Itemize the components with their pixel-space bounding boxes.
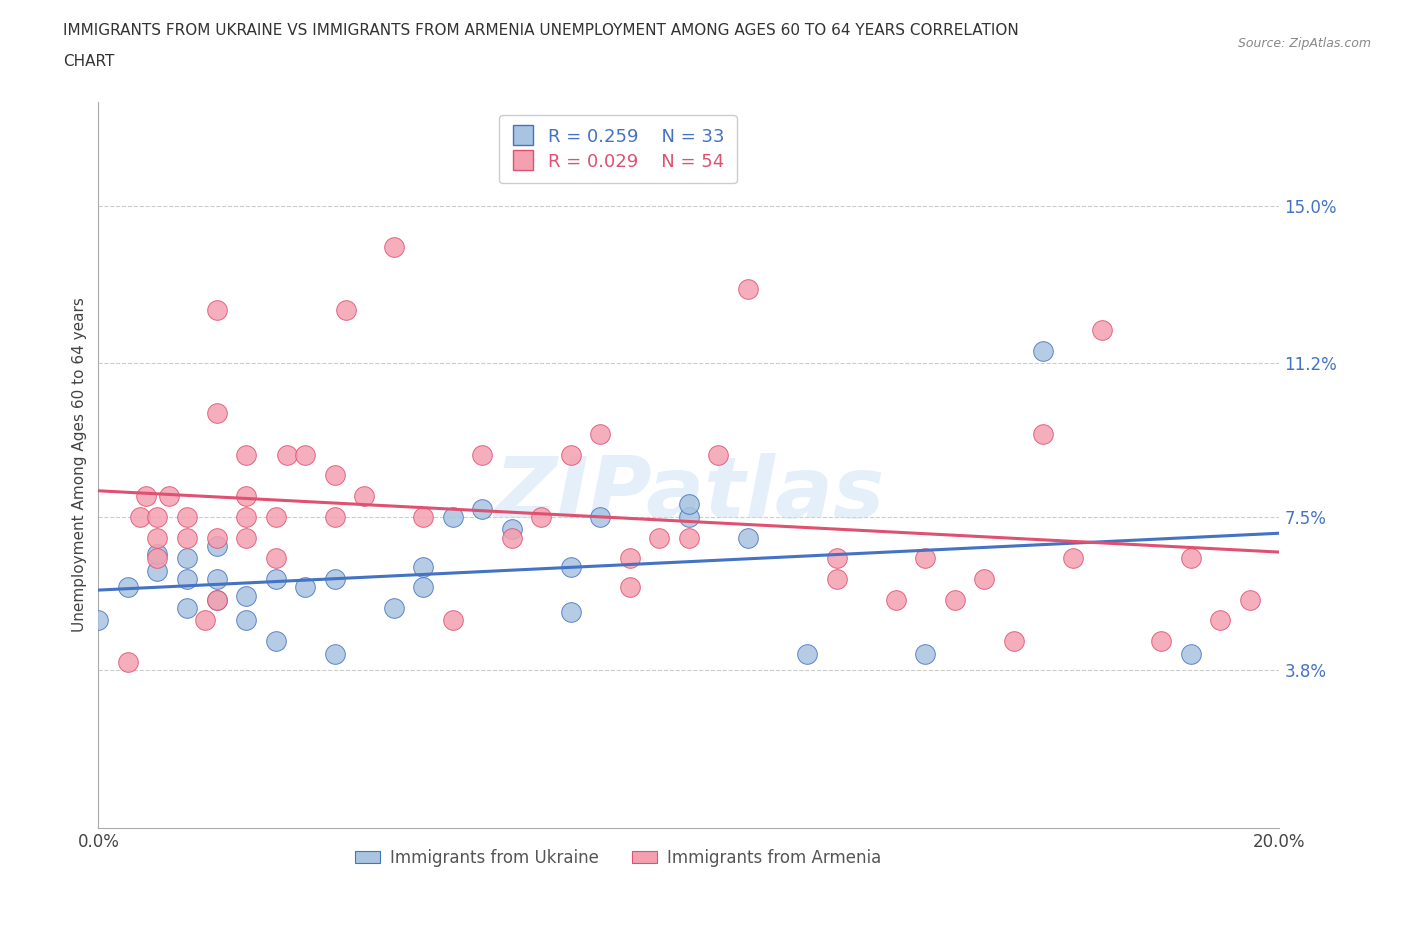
Point xyxy=(737,282,759,297)
Point xyxy=(87,613,110,628)
Point xyxy=(276,447,298,462)
Point xyxy=(796,646,818,661)
Legend: Immigrants from Ukraine, Immigrants from Armenia: Immigrants from Ukraine, Immigrants from… xyxy=(349,843,889,874)
Point xyxy=(1032,343,1054,358)
Point xyxy=(914,551,936,565)
Point xyxy=(323,572,346,587)
Point xyxy=(264,551,287,565)
Point xyxy=(1209,613,1232,628)
Point xyxy=(471,447,494,462)
Point xyxy=(1032,427,1054,442)
Point xyxy=(205,572,228,587)
Point xyxy=(1180,646,1202,661)
Text: ZIPatlas: ZIPatlas xyxy=(494,453,884,536)
Point xyxy=(117,655,139,670)
Point xyxy=(205,538,228,553)
Point xyxy=(235,510,257,525)
Point xyxy=(589,510,612,525)
Point xyxy=(707,447,730,462)
Point xyxy=(205,302,228,317)
Point xyxy=(589,427,612,442)
Point xyxy=(176,551,198,565)
Point xyxy=(412,559,434,574)
Point xyxy=(412,510,434,525)
Point xyxy=(825,551,848,565)
Point xyxy=(412,579,434,594)
Point xyxy=(264,510,287,525)
Point xyxy=(382,240,405,255)
Point xyxy=(205,530,228,545)
Point xyxy=(737,530,759,545)
Y-axis label: Unemployment Among Ages 60 to 64 years: Unemployment Among Ages 60 to 64 years xyxy=(72,298,87,632)
Point xyxy=(176,601,198,616)
Point xyxy=(323,510,346,525)
Point xyxy=(235,530,257,545)
Point xyxy=(1091,323,1114,338)
Point xyxy=(146,547,169,562)
Point xyxy=(205,405,228,420)
Point xyxy=(146,551,169,565)
Point xyxy=(235,488,257,503)
Point xyxy=(1150,633,1173,648)
Point xyxy=(943,592,966,607)
Point xyxy=(1239,592,1261,607)
Point xyxy=(235,588,257,603)
Point xyxy=(825,572,848,587)
Point xyxy=(146,564,169,578)
Point xyxy=(884,592,907,607)
Point xyxy=(146,530,169,545)
Point xyxy=(128,510,150,525)
Point xyxy=(648,530,671,545)
Point xyxy=(294,447,316,462)
Point xyxy=(117,579,139,594)
Point xyxy=(530,510,553,525)
Point xyxy=(1002,633,1025,648)
Point xyxy=(176,530,198,545)
Point xyxy=(441,510,464,525)
Point xyxy=(619,579,641,594)
Point xyxy=(205,592,228,607)
Point xyxy=(176,510,198,525)
Point xyxy=(1180,551,1202,565)
Point xyxy=(619,551,641,565)
Point xyxy=(1062,551,1084,565)
Text: IMMIGRANTS FROM UKRAINE VS IMMIGRANTS FROM ARMENIA UNEMPLOYMENT AMONG AGES 60 TO: IMMIGRANTS FROM UKRAINE VS IMMIGRANTS FR… xyxy=(63,23,1019,38)
Point xyxy=(914,646,936,661)
Point xyxy=(294,579,316,594)
Point xyxy=(560,604,582,619)
Point xyxy=(323,646,346,661)
Point xyxy=(441,613,464,628)
Point xyxy=(194,613,217,628)
Point xyxy=(560,447,582,462)
Point xyxy=(146,510,169,525)
Point xyxy=(353,488,375,503)
Point xyxy=(560,559,582,574)
Point xyxy=(235,447,257,462)
Point xyxy=(678,510,700,525)
Point xyxy=(973,572,995,587)
Point xyxy=(678,530,700,545)
Point xyxy=(135,488,157,503)
Text: Source: ZipAtlas.com: Source: ZipAtlas.com xyxy=(1237,37,1371,50)
Point xyxy=(382,601,405,616)
Point xyxy=(264,633,287,648)
Point xyxy=(176,572,198,587)
Point xyxy=(678,497,700,512)
Point xyxy=(157,488,180,503)
Point xyxy=(471,501,494,516)
Point xyxy=(501,530,523,545)
Text: CHART: CHART xyxy=(63,54,115,69)
Point xyxy=(205,592,228,607)
Point xyxy=(323,468,346,483)
Point xyxy=(501,522,523,537)
Point xyxy=(335,302,357,317)
Point xyxy=(235,613,257,628)
Point xyxy=(264,572,287,587)
